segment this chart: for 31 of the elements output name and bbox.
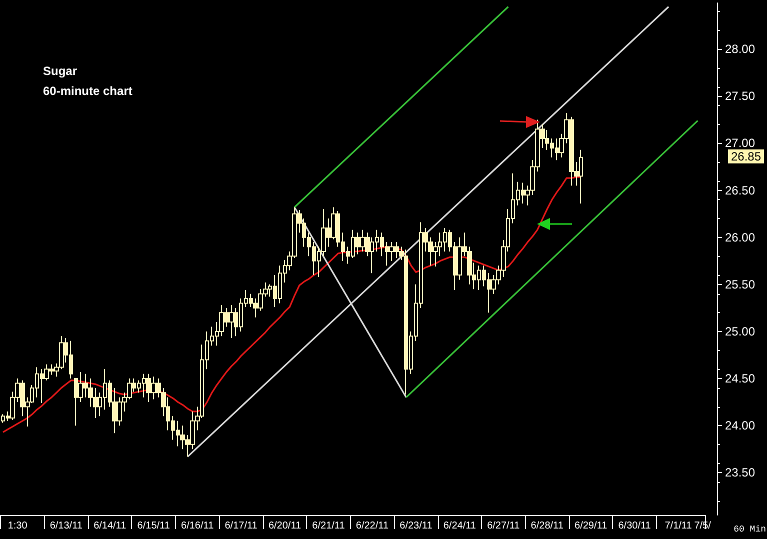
x-tick-label: 6/14/11: [94, 520, 127, 532]
y-tick-label: 27.50: [725, 89, 756, 104]
x-tick-label: 6/17/11: [224, 520, 258, 532]
y-tick-label: 28.00: [725, 42, 756, 56]
x-tick-label: 6/27/11: [487, 520, 520, 532]
x-tick-label: 6/30/11: [618, 520, 652, 532]
line-series: [2, 176, 582, 433]
y-tick-label: 26.50: [725, 183, 756, 198]
x-tick-label: 7/1/11: [664, 520, 692, 532]
x-tick-label: 6/16/11: [181, 520, 214, 532]
x-tick-label: 6/15/11: [137, 520, 170, 532]
text: Sugar: [43, 64, 78, 78]
x-tick-label: 6/28/11: [530, 520, 564, 532]
x-tick-label: 6/21/11: [312, 520, 346, 532]
text: 26.85: [730, 149, 762, 164]
x-tick-label: 6/24/11: [443, 520, 476, 532]
x-tick-label: 6/29/11: [574, 520, 608, 532]
y-tick-label: 24.50: [725, 372, 756, 386]
text: 60-minute chart: [43, 84, 132, 98]
text: 60 Min: [734, 524, 766, 534]
y-tick-label: 27.00: [725, 136, 756, 150]
x-tick-label: 1:30: [8, 520, 28, 532]
x-tick-label: 6/20/11: [268, 520, 302, 532]
y-tick-label: 24.00: [725, 418, 756, 433]
y-tick-label: 26.00: [725, 230, 756, 244]
x-tick-label: 6/13/11: [50, 520, 83, 532]
y-tick-label: 23.50: [725, 466, 756, 480]
y-tick-label: 25.00: [725, 324, 756, 338]
x-tick-label: 6/23/11: [400, 520, 433, 532]
y-tick-label: 25.50: [725, 277, 756, 292]
x-tick-label: 6/22/11: [356, 520, 389, 532]
